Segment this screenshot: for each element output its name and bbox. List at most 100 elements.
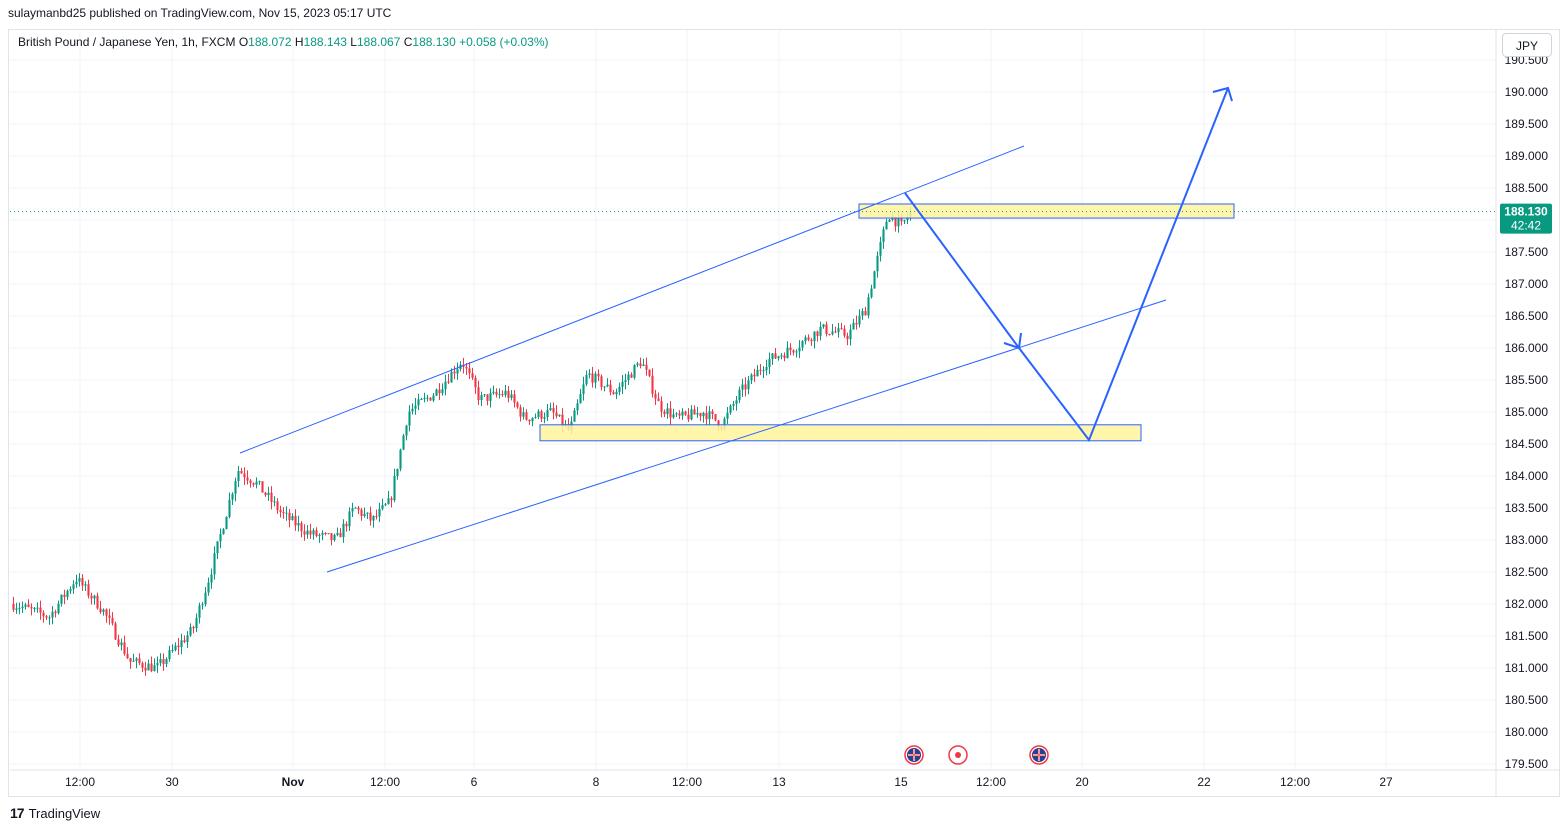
support-zone[interactable] [539, 424, 1142, 442]
symbol-label[interactable]: British Pound / Japanese Yen, 1h, FXCM [18, 35, 236, 49]
candle-body [327, 533, 330, 535]
candle-body [510, 394, 513, 398]
candle-body [423, 397, 426, 400]
candle-body [579, 394, 582, 404]
candle-body [273, 501, 276, 503]
candle-body [246, 477, 249, 481]
candle-body [162, 659, 165, 664]
candle-body [600, 376, 603, 388]
candle-body [834, 331, 837, 333]
channel-lower-line[interactable] [326, 299, 1167, 573]
candle-body [786, 347, 789, 359]
candle-body [417, 399, 420, 406]
candle-body [87, 584, 90, 596]
candle-body [366, 512, 369, 514]
candle-body [21, 606, 24, 609]
candle-body [546, 410, 549, 418]
candle-body [702, 412, 705, 417]
candle-body [147, 663, 150, 671]
y-tick-label: 187.500 [1505, 245, 1549, 259]
candle-body [615, 391, 618, 395]
candle-body [93, 595, 96, 599]
candle-body [429, 397, 432, 401]
candle-body [645, 364, 648, 370]
channel-upper-line[interactable] [239, 145, 1025, 454]
candle-body [516, 402, 519, 408]
candle-body [24, 604, 27, 607]
candle-body [597, 373, 600, 377]
currency-button[interactable]: JPY [1502, 33, 1552, 57]
candle-body [507, 390, 510, 398]
candle-body [513, 394, 516, 403]
candle-body [51, 611, 54, 618]
candle-body [420, 399, 423, 401]
candle-body [231, 493, 234, 500]
candle-body [858, 315, 861, 325]
plot-area-border [8, 29, 1560, 797]
candle-body [441, 389, 444, 394]
candle-body [801, 341, 804, 348]
candle-body [603, 386, 606, 388]
x-tick-label: 8 [593, 775, 600, 789]
candle-body [558, 414, 561, 417]
candle-body [630, 374, 633, 378]
candle-body [177, 645, 180, 648]
x-tick-label: 6 [471, 775, 478, 789]
candle-body [261, 481, 264, 493]
candle-body [534, 416, 537, 418]
y-tick-label: 183.500 [1505, 501, 1549, 515]
candle-body [627, 374, 630, 381]
candle-body [531, 417, 534, 422]
candle-body [477, 387, 480, 401]
candle-body [762, 370, 765, 372]
candle-body [108, 615, 111, 618]
candle-body [150, 663, 153, 672]
open-value: 188.072 [248, 35, 292, 49]
candle-body [414, 405, 417, 409]
candle-body [192, 627, 195, 629]
y-tick-label: 185.500 [1505, 373, 1549, 387]
candle-body [873, 271, 876, 289]
candle-body [369, 512, 372, 521]
candle-body [69, 589, 72, 591]
candle-body [561, 414, 564, 426]
candle-body [222, 529, 225, 535]
candle-body [867, 297, 870, 316]
candle-body [144, 667, 147, 671]
candle-body [402, 435, 405, 450]
candle-body [651, 375, 654, 394]
candle-body [648, 369, 651, 376]
candle-body [165, 659, 168, 664]
candle-body [741, 384, 744, 390]
candle-body [408, 411, 411, 426]
candle-body [519, 407, 522, 417]
candle-body [882, 229, 885, 242]
low-label: L [350, 35, 357, 49]
candle-body [336, 532, 339, 535]
candle-body [549, 408, 552, 411]
candle-body [540, 411, 543, 419]
candle-body [705, 412, 708, 420]
candle-body [528, 419, 531, 422]
brand-name: TradingView [28, 805, 101, 821]
candle-body [351, 508, 354, 512]
candle-body [72, 584, 75, 590]
projection-path[interactable] [904, 87, 1229, 443]
open-label: O [238, 35, 249, 49]
y-tick-label: 189.500 [1505, 117, 1549, 131]
candle-body [843, 328, 846, 336]
candle-body [30, 606, 33, 609]
candle-body [357, 507, 360, 510]
tradingview-branding[interactable]: 17 TradingView [10, 805, 100, 821]
candle-body [243, 473, 246, 478]
candle-body [681, 411, 684, 416]
candle-body [537, 411, 540, 417]
candle-body [747, 380, 750, 390]
candle-body [318, 534, 321, 537]
candle-body [450, 371, 453, 383]
candle-body [384, 504, 387, 506]
candle-body [186, 635, 189, 643]
candle-body [753, 374, 756, 377]
candle-body [126, 653, 129, 659]
